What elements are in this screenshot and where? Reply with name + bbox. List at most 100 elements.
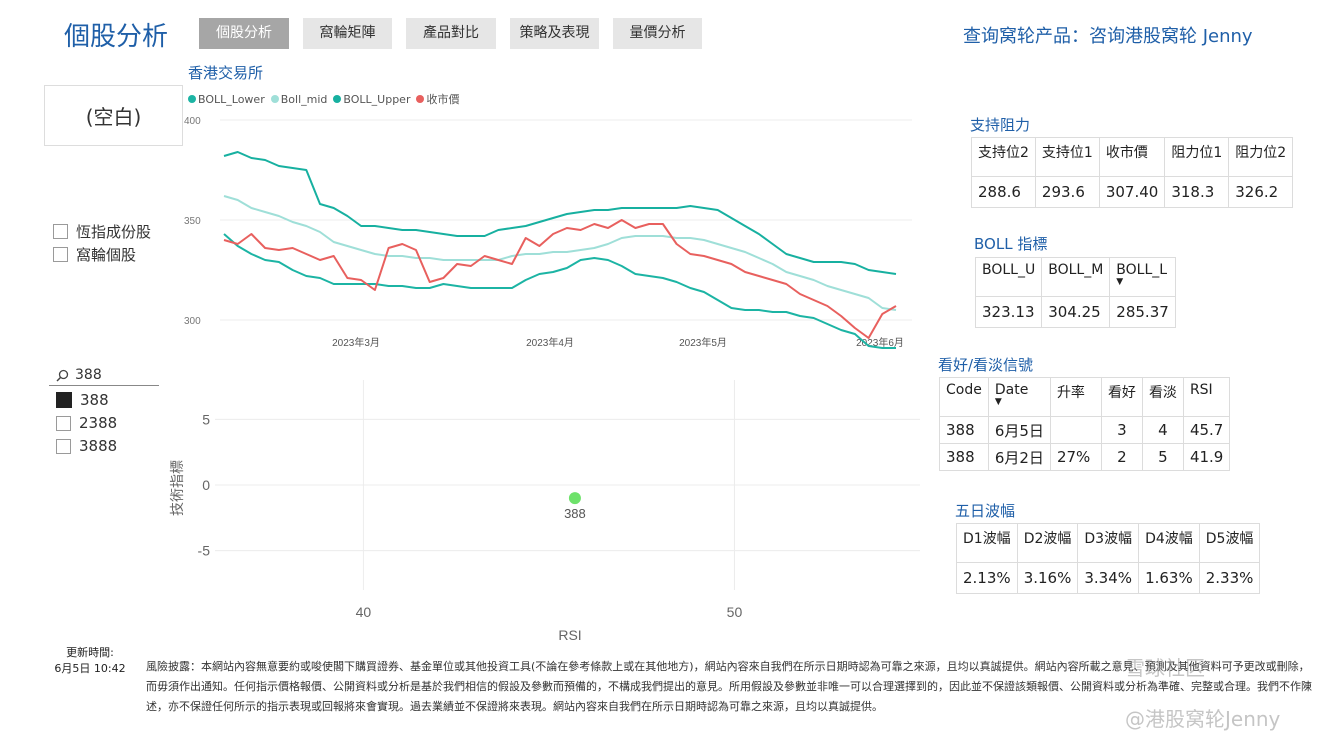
column-header[interactable]: D1波幅 <box>956 523 1018 563</box>
table-cell: 285.37 <box>1109 296 1176 328</box>
table-cell: 304.25 <box>1041 296 1111 328</box>
x-tick-label: 2023年4月 <box>526 336 574 349</box>
legend-dot <box>416 95 425 103</box>
x-tick-label: 50 <box>727 604 743 620</box>
table-cell <box>1049 416 1102 444</box>
signals-table: Code Date ▼ 升率 看好 看淡 RSI 388 6月5日 3 4 45.… <box>939 377 1231 471</box>
hsi-constituents-checkbox[interactable]: 恆指成份股 <box>53 221 151 242</box>
legend-item[interactable]: 收市價 <box>416 91 459 107</box>
column-header[interactable]: D5波幅 <box>1198 523 1261 563</box>
checkbox-box[interactable] <box>53 224 68 239</box>
stock-option-label: 2388 <box>79 414 118 432</box>
series-line-boll_mid <box>223 195 897 311</box>
y-tick-label: -5 <box>198 543 211 559</box>
legend-item[interactable]: Boll_mid <box>270 93 327 106</box>
legend-label: BOLL_Lower <box>198 92 265 106</box>
volatility-table: D1波幅 D2波幅 D3波幅 D4波幅 D5波幅 2.13% 3.16% 3.3… <box>956 523 1261 594</box>
promo-link[interactable]: 查询窝轮产品：咨询港股窝轮 Jenny <box>963 26 1253 47</box>
table-cell: 388 <box>939 443 989 471</box>
series-line-boll_lower <box>223 233 896 349</box>
boll-title: BOLL 指標 <box>974 235 1048 253</box>
tab-strategy[interactable]: 策略及表現 <box>510 18 599 49</box>
legend-label: BOLL_Upper <box>343 92 411 106</box>
y-tick-label: 400 <box>184 116 201 127</box>
support-resistance-table: 支持位2 支持位1 收市價 阻力位1 阻力位2 288.6 293.6 307.… <box>971 137 1294 208</box>
legend-label: 收市價 <box>426 93 460 106</box>
support-resistance-title: 支持阻力 <box>970 116 1031 134</box>
table-cell: 45.7 <box>1182 416 1231 444</box>
tab-product-compare[interactable]: 產品對比 <box>406 18 496 49</box>
table-row[interactable]: 388 6月5日 3 4 45.7 <box>939 416 1231 444</box>
column-header[interactable]: 升率 <box>1049 377 1102 417</box>
column-header[interactable]: Code <box>939 377 989 417</box>
column-header[interactable]: 看好 <box>1100 377 1143 417</box>
x-tick-label: 2023年5月 <box>679 336 727 349</box>
legend-dot <box>270 94 279 103</box>
boll-table: BOLL_U BOLL_M BOLL_L ▼ 323.13 304.25 285.… <box>974 257 1176 328</box>
checkbox-box[interactable] <box>56 415 71 431</box>
column-header[interactable]: D2波幅 <box>1016 523 1079 563</box>
risk-disclaimer: 風險披露：本網站內容無意要約或唆使閣下購買證券、基金單位或其他投資工具(不論在參… <box>146 660 1312 713</box>
search-icon <box>56 369 69 382</box>
column-header[interactable]: BOLL_L ▼ <box>1109 257 1176 297</box>
column-header-label: BOLL_L <box>1116 262 1168 278</box>
column-header[interactable]: 收市價 <box>1098 137 1166 177</box>
legend-dot <box>333 94 342 103</box>
column-header[interactable]: D3波幅 <box>1077 523 1140 563</box>
table-cell: 3 <box>1100 416 1143 444</box>
watermark-bottom: @港股窝轮Jenny <box>1125 707 1281 731</box>
column-header[interactable]: 支持位1 <box>1034 137 1100 177</box>
stock-option-388[interactable]: 388 <box>56 391 109 409</box>
sort-down-icon: ▼ <box>1116 277 1124 287</box>
point-label: 388 <box>564 506 586 521</box>
legend-dot <box>188 94 196 103</box>
scatter-point <box>568 492 581 505</box>
column-header[interactable]: 阻力位1 <box>1164 137 1230 177</box>
x-tick-label: 40 <box>356 604 372 620</box>
checkbox-label: 恆指成份股 <box>76 223 152 241</box>
column-header[interactable]: RSI <box>1182 377 1231 417</box>
stock-option-label: 3888 <box>79 437 118 455</box>
table-row[interactable]: 388 6月2日 27% 2 5 41.9 <box>939 443 1231 471</box>
table-cell: 5 <box>1141 443 1184 471</box>
legend-item[interactable]: BOLL_Lower <box>188 93 265 106</box>
column-header[interactable]: 阻力位2 <box>1228 137 1294 177</box>
update-time-label: 更新時間: <box>66 646 114 659</box>
checkbox-box[interactable] <box>56 438 71 454</box>
signals-title: 看好/看淡信號 <box>938 356 1034 374</box>
table-cell: 6月5日 <box>987 416 1051 444</box>
table-cell: 2.33% <box>1198 562 1261 594</box>
column-header[interactable]: BOLL_M <box>1041 257 1111 297</box>
sort-down-icon: ▼ <box>994 397 1002 407</box>
column-header[interactable]: Date ▼ <box>987 377 1051 417</box>
volatility-title: 五日波幅 <box>955 502 1016 520</box>
stock-option-2388[interactable]: 2388 <box>56 414 117 432</box>
stock-option-3888[interactable]: 3888 <box>56 437 117 455</box>
y-axis-label: 技術指標 <box>170 460 186 516</box>
stock-search[interactable]: 388 <box>56 367 102 383</box>
column-header[interactable]: BOLL_U <box>974 257 1043 297</box>
x-axis-label: RSI <box>558 627 581 643</box>
table-cell: 318.3 <box>1164 176 1230 208</box>
table-cell: 2 <box>1100 443 1143 471</box>
column-header[interactable]: D4波幅 <box>1138 523 1200 563</box>
tab-warrant-matrix[interactable]: 窩輪矩陣 <box>303 18 392 49</box>
checkbox-box[interactable] <box>53 247 68 262</box>
checkbox-box[interactable] <box>56 392 72 408</box>
tab-volume-price[interactable]: 量價分析 <box>613 18 702 49</box>
column-header[interactable]: 看淡 <box>1141 377 1184 417</box>
table-cell: 307.40 <box>1098 176 1166 208</box>
blank-card: (空白) <box>44 85 183 146</box>
line-chart-legend: BOLL_Lower Boll_mid BOLL_Upper 收市價 <box>188 91 459 107</box>
legend-item[interactable]: BOLL_Upper <box>333 93 410 106</box>
table-cell: 27% <box>1049 443 1102 471</box>
warrant-stocks-checkbox[interactable]: 窩輪個股 <box>53 244 136 265</box>
tab-stock-analysis[interactable]: 個股分析 <box>199 18 289 49</box>
column-header[interactable]: 支持位2 <box>971 137 1036 177</box>
checkbox-label: 窩輪個股 <box>76 246 137 264</box>
update-time-value: 6月5日 10:42 <box>54 662 126 675</box>
search-input[interactable]: 388 <box>75 367 102 383</box>
y-tick-label: 350 <box>184 216 201 227</box>
